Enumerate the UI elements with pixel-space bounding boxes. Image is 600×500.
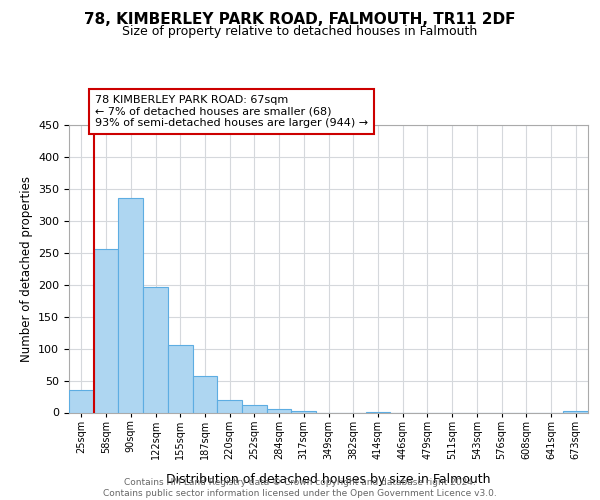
Bar <box>292 411 316 412</box>
Bar <box>69 390 94 412</box>
Bar <box>118 198 143 412</box>
Bar <box>217 400 242 412</box>
Bar <box>267 410 292 412</box>
Bar <box>563 411 588 412</box>
Bar <box>168 346 193 412</box>
Text: Size of property relative to detached houses in Falmouth: Size of property relative to detached ho… <box>122 24 478 38</box>
Bar <box>193 376 217 412</box>
Text: 78, KIMBERLEY PARK ROAD, FALMOUTH, TR11 2DF: 78, KIMBERLEY PARK ROAD, FALMOUTH, TR11 … <box>84 12 516 28</box>
Bar <box>143 286 168 412</box>
Text: Contains HM Land Registry data © Crown copyright and database right 2024.
Contai: Contains HM Land Registry data © Crown c… <box>103 478 497 498</box>
Text: 78 KIMBERLEY PARK ROAD: 67sqm
← 7% of detached houses are smaller (68)
93% of se: 78 KIMBERLEY PARK ROAD: 67sqm ← 7% of de… <box>95 95 368 128</box>
X-axis label: Distribution of detached houses by size in Falmouth: Distribution of detached houses by size … <box>166 473 491 486</box>
Bar <box>242 406 267 412</box>
Bar <box>94 249 118 412</box>
Y-axis label: Number of detached properties: Number of detached properties <box>20 176 32 362</box>
